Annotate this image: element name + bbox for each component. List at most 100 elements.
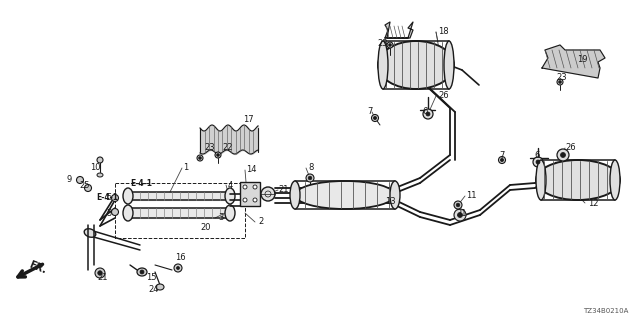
- Text: E-4-1: E-4-1: [130, 179, 152, 188]
- Ellipse shape: [557, 149, 569, 161]
- Text: 23: 23: [204, 143, 215, 153]
- Ellipse shape: [123, 205, 133, 221]
- Text: 20: 20: [200, 223, 211, 233]
- Ellipse shape: [533, 157, 543, 167]
- Text: 21: 21: [97, 274, 108, 283]
- Ellipse shape: [174, 264, 182, 272]
- Polygon shape: [385, 22, 413, 38]
- Ellipse shape: [98, 271, 102, 275]
- Ellipse shape: [77, 177, 83, 183]
- Text: 4: 4: [228, 180, 233, 189]
- Ellipse shape: [253, 198, 257, 202]
- Text: 1: 1: [183, 164, 188, 172]
- Text: 18: 18: [438, 28, 449, 36]
- Text: 15: 15: [146, 274, 157, 283]
- Ellipse shape: [253, 185, 257, 189]
- Ellipse shape: [536, 160, 620, 200]
- Text: 16: 16: [175, 253, 186, 262]
- Ellipse shape: [388, 44, 391, 46]
- Text: 22: 22: [222, 143, 232, 153]
- Text: 3: 3: [218, 213, 223, 222]
- Ellipse shape: [225, 205, 235, 221]
- Text: 26: 26: [565, 143, 575, 153]
- Ellipse shape: [290, 181, 300, 209]
- Ellipse shape: [84, 185, 92, 191]
- Ellipse shape: [198, 157, 202, 159]
- Polygon shape: [128, 208, 230, 218]
- Ellipse shape: [261, 187, 275, 201]
- Ellipse shape: [373, 116, 376, 120]
- Text: 21: 21: [278, 186, 289, 195]
- Ellipse shape: [97, 173, 103, 177]
- Text: 5: 5: [107, 194, 112, 203]
- Ellipse shape: [97, 157, 103, 163]
- Ellipse shape: [500, 158, 504, 162]
- Ellipse shape: [390, 181, 400, 209]
- Ellipse shape: [536, 160, 540, 164]
- Text: 6: 6: [422, 108, 428, 116]
- Ellipse shape: [215, 152, 221, 158]
- Text: 21: 21: [456, 209, 467, 218]
- Ellipse shape: [561, 153, 566, 157]
- Bar: [115, 183, 245, 238]
- Ellipse shape: [454, 201, 462, 209]
- Text: 23: 23: [556, 74, 566, 83]
- Text: 7: 7: [367, 108, 373, 116]
- Ellipse shape: [225, 188, 235, 204]
- Text: 14: 14: [246, 165, 257, 174]
- Ellipse shape: [456, 203, 460, 207]
- Ellipse shape: [306, 174, 314, 182]
- Ellipse shape: [536, 160, 546, 200]
- Ellipse shape: [557, 79, 563, 85]
- Text: TZ34B0210A: TZ34B0210A: [582, 308, 628, 314]
- Text: 23: 23: [378, 38, 388, 47]
- Text: 25: 25: [79, 180, 90, 189]
- Text: 12: 12: [588, 198, 598, 207]
- Text: 5: 5: [107, 209, 112, 218]
- Ellipse shape: [177, 267, 179, 269]
- Ellipse shape: [217, 154, 220, 156]
- Ellipse shape: [295, 181, 395, 209]
- Ellipse shape: [243, 185, 247, 189]
- Ellipse shape: [156, 284, 164, 290]
- Ellipse shape: [197, 155, 203, 161]
- Ellipse shape: [444, 41, 454, 89]
- Ellipse shape: [426, 112, 430, 116]
- Ellipse shape: [454, 209, 466, 221]
- Text: E-4-1: E-4-1: [96, 193, 118, 202]
- Ellipse shape: [111, 195, 118, 202]
- Ellipse shape: [308, 176, 312, 180]
- Ellipse shape: [123, 188, 133, 204]
- Ellipse shape: [243, 198, 247, 202]
- Bar: [240, 182, 260, 206]
- Ellipse shape: [387, 42, 393, 48]
- Text: FR.: FR.: [28, 260, 48, 276]
- Text: 2: 2: [258, 218, 263, 227]
- Ellipse shape: [559, 81, 561, 83]
- Ellipse shape: [458, 212, 463, 218]
- Text: 9: 9: [67, 175, 72, 185]
- Text: 10: 10: [90, 164, 100, 172]
- Ellipse shape: [137, 268, 147, 276]
- Polygon shape: [542, 45, 605, 78]
- Ellipse shape: [499, 156, 506, 164]
- Text: 6: 6: [534, 151, 540, 161]
- Ellipse shape: [95, 268, 105, 278]
- Ellipse shape: [378, 41, 388, 89]
- Text: 7: 7: [500, 151, 505, 161]
- Polygon shape: [128, 192, 230, 200]
- Text: 19: 19: [577, 55, 588, 65]
- Text: 17: 17: [243, 116, 253, 124]
- Ellipse shape: [378, 41, 454, 89]
- Text: 11: 11: [466, 191, 477, 201]
- Ellipse shape: [140, 270, 144, 274]
- Text: 26: 26: [438, 92, 449, 100]
- Ellipse shape: [84, 229, 96, 237]
- Text: 13: 13: [385, 197, 396, 206]
- Ellipse shape: [610, 160, 620, 200]
- Ellipse shape: [111, 209, 118, 215]
- Text: 8: 8: [308, 164, 314, 172]
- Text: 24: 24: [148, 285, 159, 294]
- Ellipse shape: [371, 115, 378, 122]
- Ellipse shape: [423, 109, 433, 119]
